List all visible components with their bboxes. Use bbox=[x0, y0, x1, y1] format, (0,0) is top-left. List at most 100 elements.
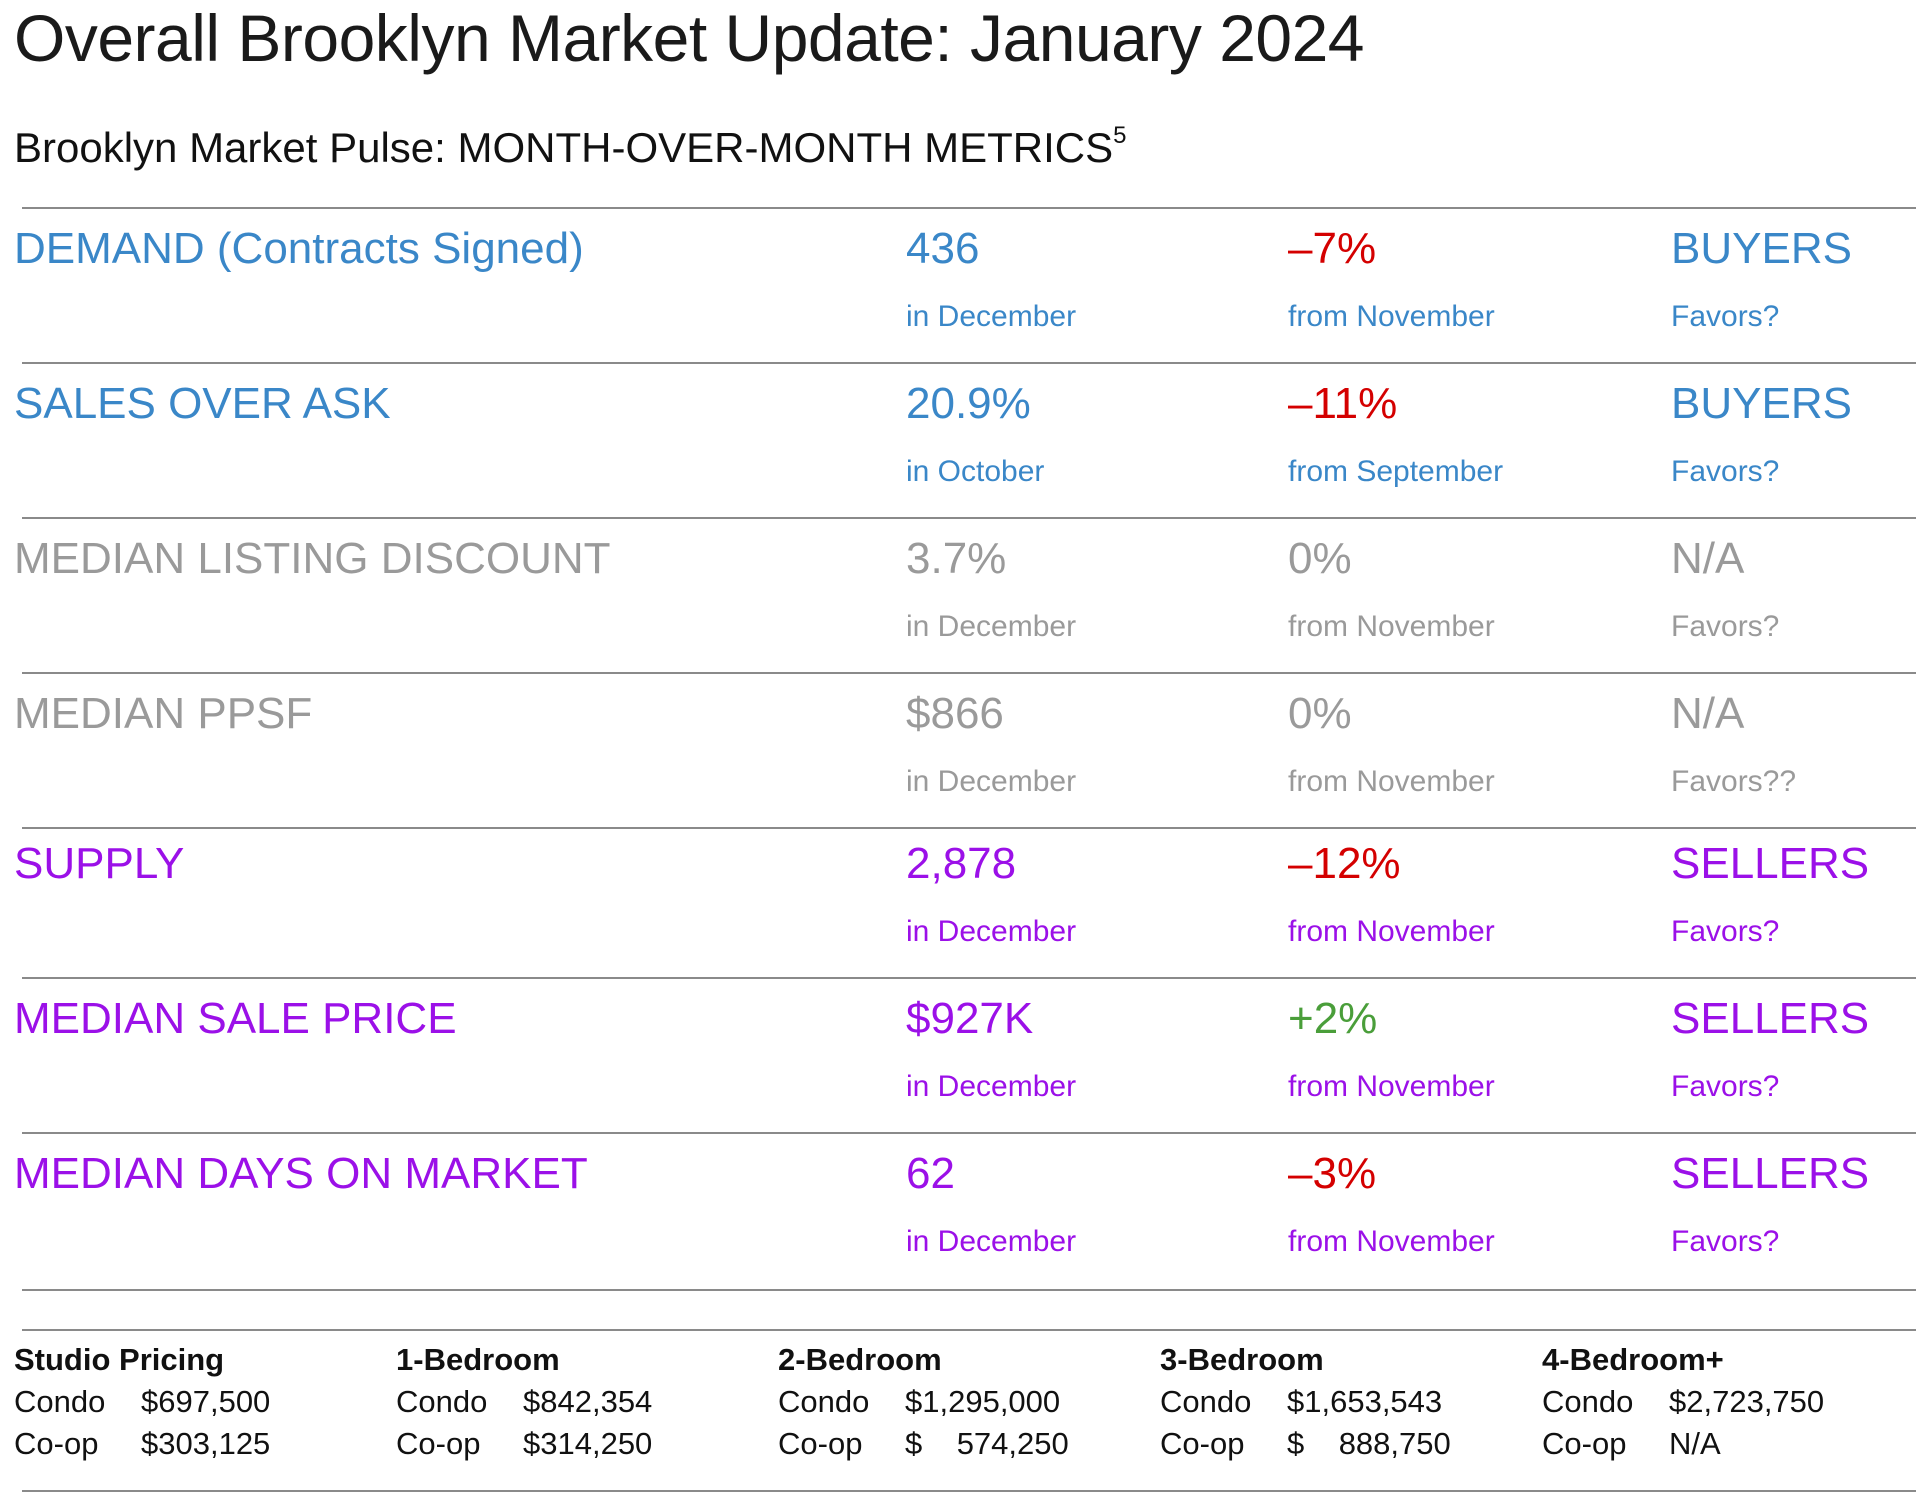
metric-favors-label: Favors? bbox=[1671, 1070, 1780, 1103]
metric-label: MEDIAN SALE PRICE bbox=[14, 994, 457, 1043]
metric-change-period: from November bbox=[1288, 300, 1495, 333]
pricing-block-2-bedroom: 2-Bedroom Condo $1,295,000 Co-op $ 574,250 bbox=[778, 1342, 1158, 1468]
pricing-value: N/A bbox=[1669, 1426, 1721, 1461]
metric-change: –3% bbox=[1288, 1149, 1377, 1198]
pricing-condo-line: Condo $697,500 bbox=[14, 1384, 394, 1426]
divider bbox=[22, 517, 1916, 519]
pricing-summary: Studio Pricing Condo $697,500 Co-op $303,1… bbox=[0, 1342, 1920, 1472]
metric-row-median-listing-discount: MEDIAN LISTING DISCOUNT 3.7% in December… bbox=[0, 520, 1920, 675]
metric-favors: BUYERS bbox=[1671, 379, 1852, 428]
divider bbox=[22, 977, 1916, 979]
metric-change-period: from November bbox=[1288, 1070, 1495, 1103]
divider bbox=[22, 1132, 1916, 1134]
metric-value-period: in December bbox=[906, 1070, 1077, 1103]
metric-change: –11% bbox=[1288, 379, 1398, 428]
metric-value-period: in October bbox=[906, 455, 1045, 488]
pricing-type-label: Condo bbox=[396, 1384, 488, 1419]
pricing-block-4-bedroom-plus: 4-Bedroom+ Condo $2,723,750 Co-op N/A bbox=[1542, 1342, 1920, 1468]
metric-favors-label: Favors? bbox=[1671, 610, 1780, 643]
pricing-condo-line: Condo $842,354 bbox=[396, 1384, 776, 1426]
metric-value-period: in December bbox=[906, 1225, 1077, 1258]
metric-value: $866 bbox=[906, 689, 1004, 738]
footnote-marker: 5 bbox=[1113, 122, 1127, 149]
divider bbox=[22, 827, 1916, 829]
pricing-coop-line: Co-op $ 574,250 bbox=[778, 1426, 1158, 1468]
metric-row-median-sale-price: MEDIAN SALE PRICE $927K in December +2% … bbox=[0, 980, 1920, 1135]
metric-favors: SELLERS bbox=[1671, 994, 1870, 1043]
pricing-heading: Studio Pricing bbox=[14, 1342, 225, 1377]
pricing-heading: 4-Bedroom+ bbox=[1542, 1342, 1724, 1377]
metric-change: 0% bbox=[1288, 689, 1352, 738]
metric-favors-label: Favors? bbox=[1671, 915, 1780, 948]
divider bbox=[22, 1289, 1916, 1291]
metric-value: 436 bbox=[906, 224, 980, 273]
metric-value-period: in December bbox=[906, 610, 1077, 643]
metric-change-period: from November bbox=[1288, 610, 1495, 643]
metric-change: +2% bbox=[1288, 994, 1378, 1043]
pricing-value: $1,295,000 bbox=[905, 1384, 1061, 1419]
metric-favors: N/A bbox=[1671, 689, 1745, 738]
pricing-heading: 1-Bedroom bbox=[396, 1342, 560, 1377]
pricing-heading: 3-Bedroom bbox=[1160, 1342, 1324, 1377]
pricing-block-studio: Studio Pricing Condo $697,500 Co-op $303,1… bbox=[14, 1342, 394, 1468]
metric-favors-label: Favors? bbox=[1671, 455, 1780, 488]
metric-change-period: from November bbox=[1288, 1225, 1495, 1258]
pricing-value: $303,125 bbox=[141, 1426, 271, 1461]
metric-value-period: in December bbox=[906, 765, 1077, 798]
metric-value: 2,878 bbox=[906, 839, 1017, 888]
metric-value: 62 bbox=[906, 1149, 955, 1198]
pricing-type-label: Condo bbox=[1160, 1384, 1252, 1419]
divider bbox=[22, 362, 1916, 364]
metric-change: –7% bbox=[1288, 224, 1377, 273]
pricing-value: $697,500 bbox=[141, 1384, 271, 1419]
subtitle-text: Brooklyn Market Pulse: MONTH-OVER-MONTH … bbox=[14, 124, 1114, 171]
metric-value: 3.7% bbox=[906, 534, 1007, 583]
metric-favors: SELLERS bbox=[1671, 839, 1870, 888]
metric-favors: BUYERS bbox=[1671, 224, 1852, 273]
pricing-type-label: Condo bbox=[778, 1384, 870, 1419]
metric-favors-label: Favors? bbox=[1671, 300, 1780, 333]
page-title: Overall Brooklyn Market Update: January … bbox=[14, 1, 1365, 75]
metric-value: 20.9% bbox=[906, 379, 1031, 428]
metric-label: DEMAND (Contracts Signed) bbox=[14, 224, 584, 273]
pricing-coop-line: Co-op $ 888,750 bbox=[1160, 1426, 1540, 1468]
divider bbox=[22, 1329, 1916, 1331]
metric-favors: N/A bbox=[1671, 534, 1745, 583]
pricing-coop-line: Co-op $303,125 bbox=[14, 1426, 394, 1468]
pricing-type-label: Condo bbox=[1542, 1384, 1634, 1419]
pricing-value: $ 574,250 bbox=[905, 1426, 1069, 1461]
metric-change: –12% bbox=[1288, 839, 1401, 888]
metric-favors: SELLERS bbox=[1671, 1149, 1870, 1198]
pricing-type-label: Co-op bbox=[778, 1426, 863, 1461]
pricing-value: $314,250 bbox=[523, 1426, 653, 1461]
metric-row-median-days-on-market: MEDIAN DAYS ON MARKET 62 in December –3%… bbox=[0, 1135, 1920, 1290]
pricing-block-1-bedroom: 1-Bedroom Condo $842,354 Co-op $314,250 bbox=[396, 1342, 776, 1468]
pricing-condo-line: Condo $2,723,750 bbox=[1542, 1384, 1920, 1426]
divider bbox=[22, 207, 1916, 209]
metric-value-period: in December bbox=[906, 300, 1077, 333]
pricing-heading: 2-Bedroom bbox=[778, 1342, 942, 1377]
metric-value-period: in December bbox=[906, 915, 1077, 948]
section-subtitle: Brooklyn Market Pulse: MONTH-OVER-MONTH … bbox=[14, 122, 1127, 172]
metric-favors-label: Favors?? bbox=[1671, 765, 1797, 798]
metric-change-period: from November bbox=[1288, 915, 1495, 948]
pricing-type-label: Co-op bbox=[14, 1426, 99, 1461]
metric-label: SALES OVER ASK bbox=[14, 379, 391, 428]
divider bbox=[22, 1490, 1916, 1492]
metric-label: MEDIAN DAYS ON MARKET bbox=[14, 1149, 588, 1198]
pricing-condo-line: Condo $1,653,543 bbox=[1160, 1384, 1540, 1426]
metric-value: $927K bbox=[906, 994, 1034, 1043]
pricing-value: $842,354 bbox=[523, 1384, 653, 1419]
pricing-coop-line: Co-op N/A bbox=[1542, 1426, 1920, 1468]
pricing-type-label: Co-op bbox=[396, 1426, 481, 1461]
metric-row-demand: DEMAND (Contracts Signed) 436 in Decembe… bbox=[0, 210, 1920, 365]
metric-label: MEDIAN LISTING DISCOUNT bbox=[14, 534, 611, 583]
pricing-condo-line: Condo $1,295,000 bbox=[778, 1384, 1158, 1426]
metric-label: MEDIAN PPSF bbox=[14, 689, 313, 738]
pricing-value: $1,653,543 bbox=[1287, 1384, 1443, 1419]
divider bbox=[22, 672, 1916, 674]
pricing-type-label: Co-op bbox=[1160, 1426, 1245, 1461]
metric-change: 0% bbox=[1288, 534, 1352, 583]
pricing-type-label: Co-op bbox=[1542, 1426, 1627, 1461]
metric-favors-label: Favors? bbox=[1671, 1225, 1780, 1258]
